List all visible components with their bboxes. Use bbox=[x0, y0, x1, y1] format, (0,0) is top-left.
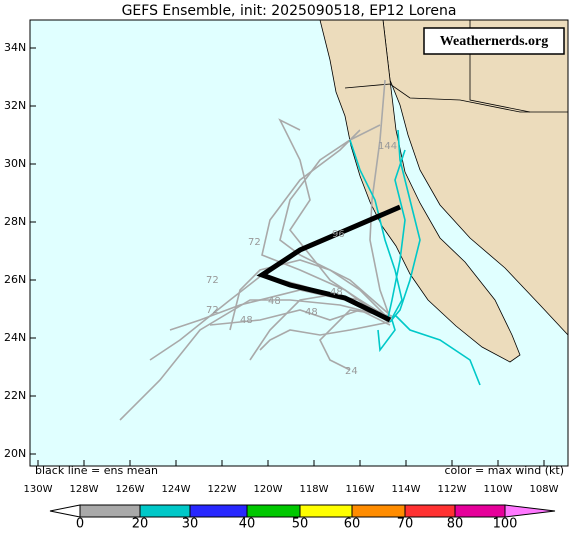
colorbar-segment bbox=[299, 504, 353, 518]
track-label: 72 bbox=[206, 275, 219, 286]
colorbar-tick-label: 0 bbox=[76, 517, 84, 532]
lon-label: 116W bbox=[346, 484, 375, 495]
colorbar-segment bbox=[351, 504, 406, 518]
member-tracks-strong bbox=[349, 129, 481, 386]
track-label: 48 bbox=[240, 315, 253, 326]
watermark: Weathernerds.org bbox=[440, 34, 548, 49]
colorbar-tick-label: 100 bbox=[493, 517, 518, 532]
lat-label: 34N bbox=[4, 41, 26, 54]
lon-label: 120W bbox=[254, 484, 283, 495]
colorbar-segment bbox=[404, 504, 456, 518]
lat-label: 30N bbox=[4, 157, 26, 170]
lat-label: 26N bbox=[4, 273, 26, 286]
lon-label: 124W bbox=[162, 484, 191, 495]
track-label: 72 bbox=[248, 237, 261, 248]
colorbar-arrow bbox=[504, 504, 556, 518]
colorbar-segment bbox=[189, 504, 248, 518]
colorbar-tick-label: 40 bbox=[239, 517, 256, 532]
watermark-box bbox=[423, 27, 565, 55]
colorbar-segment bbox=[139, 504, 191, 518]
lat-label: 32N bbox=[4, 99, 26, 112]
baja-peninsula bbox=[319, 19, 521, 363]
track-label: 48 bbox=[330, 287, 343, 298]
colorbar-segment bbox=[246, 504, 301, 518]
track-label: 48 bbox=[305, 307, 318, 318]
colorbar-tick-label: 30 bbox=[182, 517, 199, 532]
colorbar-segment bbox=[79, 504, 141, 518]
lon-label: 110W bbox=[484, 484, 513, 495]
lat-label: 28N bbox=[4, 215, 26, 228]
map-frame bbox=[29, 19, 569, 467]
colorbar-tick-label: 60 bbox=[344, 517, 361, 532]
track-label: 96 bbox=[332, 229, 345, 240]
lon-label: 126W bbox=[116, 484, 145, 495]
lat-label: 22N bbox=[4, 389, 26, 402]
track-label: 72 bbox=[206, 305, 219, 316]
lon-label: 108W bbox=[530, 484, 559, 495]
ensemble-mean-track bbox=[256, 204, 401, 323]
lat-label: 24N bbox=[4, 331, 26, 344]
colorbar-tick-label: 50 bbox=[292, 517, 309, 532]
lon-label: 112W bbox=[438, 484, 467, 495]
track-label: 24 bbox=[345, 366, 358, 377]
colorbar-arrow bbox=[49, 504, 81, 518]
title: GEFS Ensemble, init: 2025090518, EP12 Lo… bbox=[122, 3, 457, 19]
lat-label: 20N bbox=[4, 447, 26, 460]
legend-left: black line = ens mean bbox=[35, 464, 158, 477]
lon-label: 128W bbox=[70, 484, 99, 495]
lon-label: 130W bbox=[24, 484, 53, 495]
lon-label: 118W bbox=[300, 484, 329, 495]
legend-right: color = max wind (kt) bbox=[444, 464, 564, 477]
generated: 34N 32N 30N 28N 26N 24N 22N 20N 130W 128W 126W 124W… bbox=[4, 41, 559, 532]
lon-label: 114W bbox=[392, 484, 421, 495]
colorbar-tick-label: 80 bbox=[447, 517, 464, 532]
lon-label: 122W bbox=[208, 484, 237, 495]
track-label: 144 bbox=[378, 141, 397, 152]
colorbar-tick-label: 70 bbox=[397, 517, 414, 532]
colorbar-segment bbox=[454, 504, 506, 518]
colorbar-tick-label: 20 bbox=[132, 517, 149, 532]
track-label: 48 bbox=[268, 296, 281, 307]
